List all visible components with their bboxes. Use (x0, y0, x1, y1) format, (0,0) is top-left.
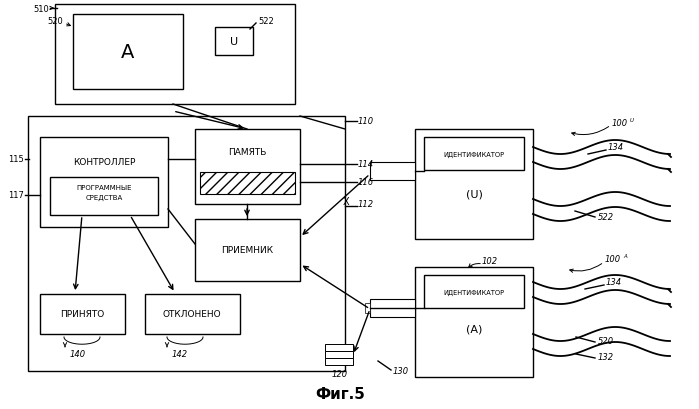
Text: 100: 100 (605, 255, 621, 264)
Text: 117: 117 (8, 191, 24, 200)
Text: 115: 115 (8, 155, 24, 164)
Bar (40, 138, 168, 227)
Text: 100: 100 (612, 118, 628, 127)
Text: ОТКЛОНЕНО: ОТКЛОНЕНО (163, 310, 222, 319)
Bar (325, 344, 353, 351)
Text: 110: 110 (358, 117, 374, 126)
Text: ИДЕНТИФИКАТОР: ИДЕНТИФИКАТОР (443, 289, 505, 295)
Text: ПАМЯТЬ: ПАМЯТЬ (228, 148, 266, 157)
Text: 130: 130 (393, 366, 409, 375)
Bar (40, 294, 125, 334)
Text: 142: 142 (172, 350, 188, 359)
Text: 116: 116 (358, 178, 374, 187)
Bar (145, 294, 240, 334)
Text: КОНТРОЛЛЕР: КОНТРОЛЛЕР (73, 158, 135, 167)
Bar (325, 358, 353, 365)
Bar (424, 275, 524, 308)
Bar (28, 117, 345, 371)
Bar (195, 130, 300, 204)
Text: 102: 102 (482, 257, 498, 266)
Bar (325, 351, 353, 358)
Text: A: A (122, 43, 135, 61)
Text: (U): (U) (466, 189, 482, 200)
Text: Фиг.5: Фиг.5 (315, 387, 365, 402)
Text: 112: 112 (358, 200, 374, 209)
Bar (73, 15, 183, 90)
Text: 520: 520 (598, 337, 614, 346)
Text: (A): (A) (466, 324, 482, 334)
Text: ПРИЕМНИК: ПРИЕМНИК (221, 246, 273, 255)
Bar (365, 303, 370, 313)
Bar (55, 5, 295, 105)
Bar (370, 163, 415, 180)
Text: СРЕДСТВА: СРЕДСТВА (85, 194, 122, 200)
Bar (50, 178, 158, 216)
Bar (424, 138, 524, 171)
Text: 510: 510 (34, 4, 49, 13)
Bar (200, 173, 295, 195)
Text: 114: 114 (358, 160, 374, 169)
Text: 120: 120 (332, 370, 348, 379)
Text: ИДЕНТИФИКАТОР: ИДЕНТИФИКАТОР (443, 152, 505, 158)
Bar (415, 267, 533, 377)
Bar (195, 220, 300, 281)
Text: X: X (343, 196, 350, 207)
Text: 522: 522 (598, 213, 614, 222)
Text: A: A (623, 254, 627, 259)
Text: 134: 134 (608, 143, 624, 152)
Text: 520: 520 (48, 18, 63, 27)
Bar (370, 299, 415, 317)
Text: ПРИНЯТО: ПРИНЯТО (60, 310, 104, 319)
Text: 132: 132 (598, 353, 614, 362)
Text: ПРОГРАММНЫЕ: ПРОГРАММНЫЕ (76, 184, 131, 191)
Text: U: U (630, 117, 634, 122)
Text: 134: 134 (606, 278, 622, 287)
Text: U: U (230, 37, 238, 47)
Bar (215, 28, 253, 56)
Text: 522: 522 (258, 18, 274, 27)
Text: 140: 140 (70, 350, 86, 359)
Bar (415, 130, 533, 239)
